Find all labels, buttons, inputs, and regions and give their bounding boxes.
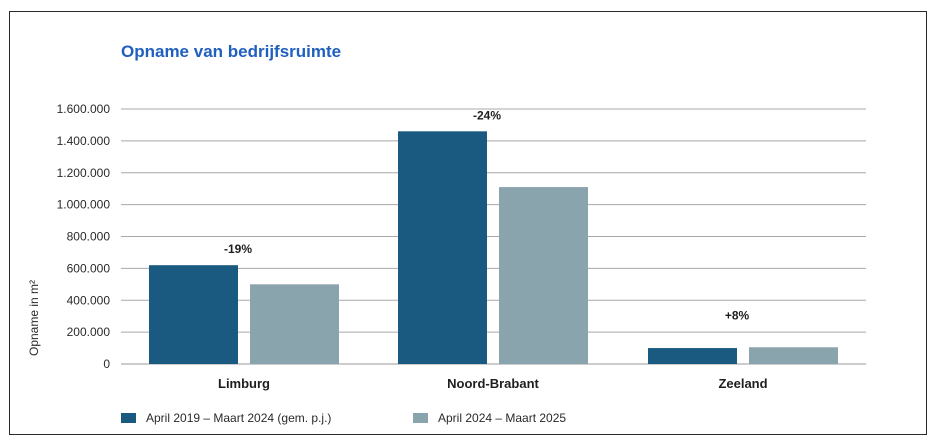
y-tick-label: 1.200.000	[57, 166, 111, 180]
y-tick-label: 800.000	[67, 230, 111, 244]
chart-title: Opname van bedrijfsruimte	[121, 42, 342, 61]
change-annotation: +8%	[725, 308, 750, 322]
bar-limburg-series-2	[250, 284, 339, 364]
legend-item-series-1: April 2019 – Maart 2024 (gem. p.j.)	[121, 411, 331, 425]
y-tick-label: 0	[103, 357, 110, 371]
bar-noord-brabant-series-2	[499, 187, 588, 364]
y-tick-label: 600.000	[67, 261, 111, 275]
legend-swatch-series-2	[413, 413, 428, 423]
legend-label-series-2: April 2024 – Maart 2025	[438, 411, 567, 425]
change-annotation: -19%	[224, 242, 252, 256]
y-tick-label: 1.000.000	[57, 198, 111, 212]
bar-noord-brabant-series-1	[398, 131, 487, 364]
legend-swatch-series-1	[121, 413, 136, 423]
y-tick-label: 1.600.000	[57, 102, 111, 116]
y-tick-label: 400.000	[67, 293, 111, 307]
bar-limburg-series-1	[149, 265, 238, 364]
change-annotation: -24%	[473, 108, 501, 122]
legend-item-series-2: April 2024 – Maart 2025	[413, 411, 566, 425]
y-axis-label: Opname in m²	[27, 280, 41, 356]
y-tick-label: 200.000	[67, 325, 111, 339]
x-category-label: Limburg	[218, 376, 270, 391]
legend-label-series-1: April 2019 – Maart 2024 (gem. p.j.)	[146, 411, 332, 425]
bar-zeeland-series-2	[749, 347, 838, 364]
bar-zeeland-series-1	[648, 348, 737, 364]
x-category-label: Zeeland	[718, 376, 767, 391]
x-category-label: Noord-Brabant	[447, 376, 539, 391]
y-tick-label: 1.400.000	[57, 134, 111, 148]
